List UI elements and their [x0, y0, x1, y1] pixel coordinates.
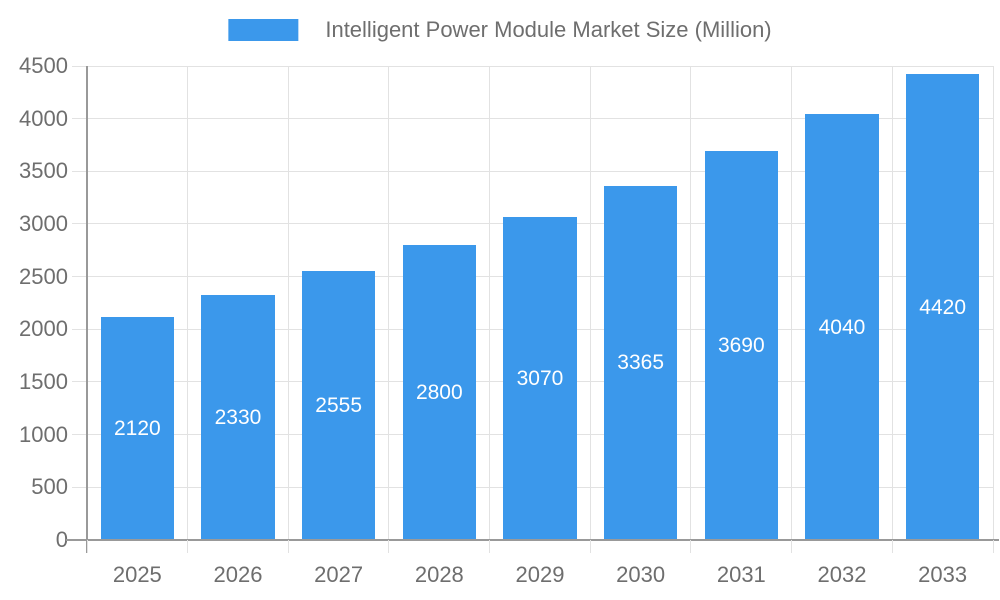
x-axis-line: [66, 539, 999, 541]
y-tick-label: 2500: [19, 263, 68, 289]
bar-slot: 4420: [892, 66, 993, 540]
v-gridline: [992, 66, 994, 540]
x-tick-label: 2025: [112, 562, 162, 587]
h-gridline: [87, 65, 993, 67]
x-tick: [589, 540, 591, 553]
x-tick: [992, 540, 994, 553]
x-tick-label: 2030: [616, 562, 666, 587]
v-gridline: [791, 66, 793, 540]
legend-swatch-icon: [228, 19, 299, 41]
v-gridline: [891, 66, 893, 540]
y-tick-label: 3500: [19, 158, 68, 184]
bar-value-label: 3070: [516, 366, 564, 390]
v-gridline: [690, 66, 692, 540]
h-gridline: [87, 118, 993, 120]
h-gridline: [87, 170, 993, 172]
y-tick: [72, 118, 87, 120]
bar-slot: 3070: [490, 66, 591, 540]
y-tick-label: 0: [55, 527, 68, 552]
x-tick-label: 2031: [716, 562, 766, 587]
y-tick: [72, 65, 87, 67]
x-tick: [388, 540, 390, 553]
bar-slot: 2120: [87, 66, 188, 540]
y-axis: 0 500 1000 1500 2000 2500 3000 3500 4000 4500: [0, 54, 87, 552]
bar-2032[interactable]: 4040: [805, 114, 879, 540]
bar-2033[interactable]: 4420: [905, 74, 980, 540]
bar-2026[interactable]: 2330: [201, 294, 275, 540]
x-tick-label: 2028: [414, 562, 464, 587]
y-axis-line: [86, 66, 88, 553]
bar-slot: 3365: [590, 66, 691, 540]
v-gridline: [187, 66, 189, 540]
bar-value-label: 2555: [315, 393, 363, 417]
bar-slot: 4040: [792, 66, 893, 540]
y-tick: [72, 276, 87, 278]
y-tick: [72, 486, 87, 488]
y-tick: [72, 223, 87, 225]
x-tick-label: 2029: [515, 562, 565, 587]
y-tick: [72, 434, 87, 436]
x-tick: [489, 540, 491, 553]
bar-2029[interactable]: 3070: [503, 216, 577, 540]
x-tick: [187, 540, 189, 553]
v-gridline: [388, 66, 390, 540]
bar-value-label: 2330: [214, 405, 262, 429]
bar-2027[interactable]: 2555: [301, 270, 376, 540]
x-tick: [287, 540, 289, 553]
bar-value-label: 4040: [818, 315, 866, 339]
x-tick-label: 2027: [314, 562, 364, 587]
y-tick-label: 4500: [19, 53, 68, 78]
y-tick-label: 1000: [19, 421, 68, 447]
y-tick-label: 500: [31, 474, 68, 500]
bar-2031[interactable]: 3690: [704, 151, 779, 540]
v-gridline: [589, 66, 591, 540]
y-tick-label: 1500: [19, 368, 68, 394]
bar-slot: 2330: [188, 66, 289, 540]
bar-value-label: 2120: [113, 416, 161, 440]
bar-slot: 3690: [691, 66, 792, 540]
bar-slot: 2555: [288, 66, 389, 540]
bar-2025[interactable]: 2120: [100, 316, 175, 540]
y-tick-label: 4000: [19, 105, 68, 131]
bar-value-label: 3365: [617, 351, 665, 375]
x-tick-label: 2033: [918, 562, 968, 587]
bar-2030[interactable]: 3365: [603, 185, 678, 540]
bar-value-label: 4420: [919, 295, 967, 319]
x-tick: [791, 540, 793, 553]
x-tick-label: 2026: [213, 562, 263, 587]
y-tick-label: 3000: [19, 210, 68, 236]
bar-value-label: 3690: [717, 334, 765, 358]
x-tick: [690, 540, 692, 553]
y-tick: [72, 381, 87, 383]
v-gridline: [287, 66, 289, 540]
bar-value-label: 2800: [415, 381, 463, 405]
legend-item[interactable]: Intelligent Power Module Market Size (Mi…: [228, 17, 772, 43]
legend-label: Intelligent Power Module Market Size (Mi…: [325, 17, 772, 42]
y-tick: [72, 328, 87, 330]
x-axis: 2025 2026 2027 2028 2029 2030 2031 2032 2033: [86, 540, 994, 600]
x-tick: [891, 540, 893, 553]
x-tick-label: 2032: [817, 562, 867, 587]
bar-2028[interactable]: 2800: [402, 245, 477, 540]
y-tick: [72, 170, 87, 172]
bar-slot: 2800: [389, 66, 490, 540]
y-tick-label: 2000: [19, 316, 68, 342]
plot-area: 2120 2330 2555 2800 3070 3365 3690 4040 4420: [87, 65, 994, 540]
v-gridline: [489, 66, 491, 540]
x-tick: [86, 540, 88, 553]
